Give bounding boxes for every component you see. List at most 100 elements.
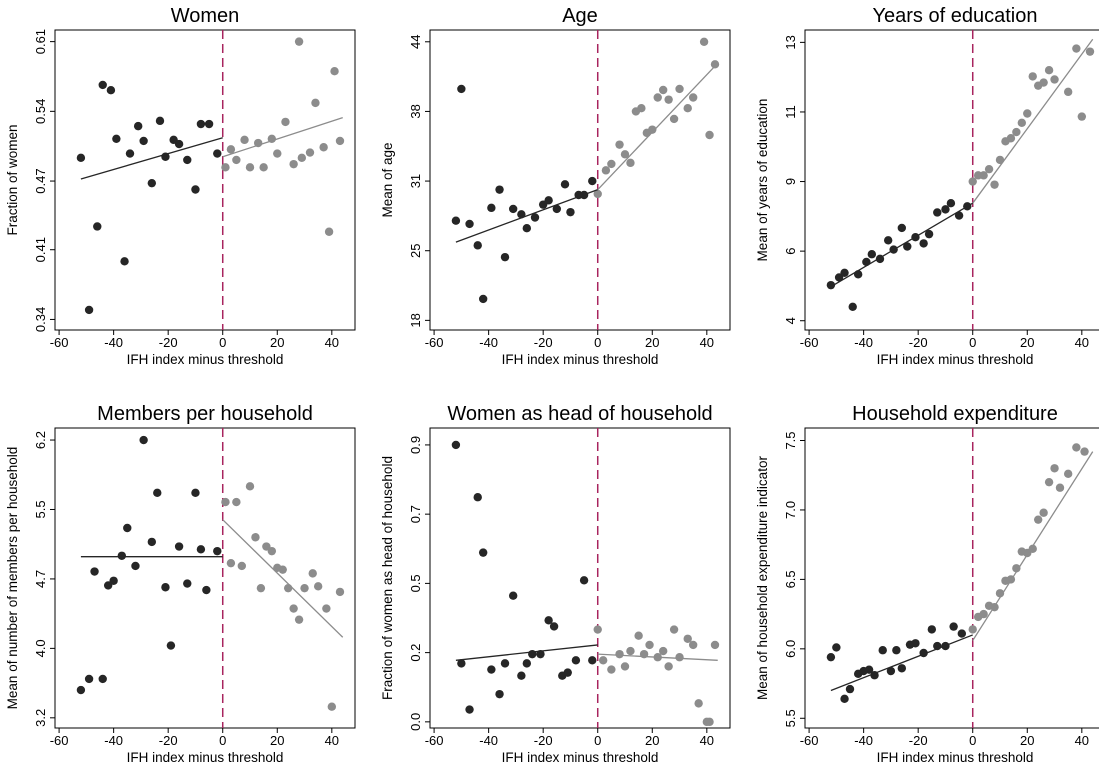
data-point <box>155 116 165 126</box>
x-tick-label: -40 <box>854 335 873 350</box>
data-point <box>927 625 937 634</box>
data-point <box>487 203 496 213</box>
data-point <box>1077 112 1087 121</box>
x-tick-label: 40 <box>700 733 714 748</box>
panel: Women IFH index minus threshold Fraction o… <box>5 5 356 367</box>
data-point <box>256 583 266 593</box>
data-point <box>166 641 176 650</box>
panel-title: Women <box>171 5 240 27</box>
x-tick-label: -60 <box>50 335 69 350</box>
x-tick-label: -40 <box>479 335 498 350</box>
data-point <box>1050 464 1059 473</box>
data-point <box>683 634 692 643</box>
x-tick-label: -20 <box>159 335 178 350</box>
data-point <box>313 582 323 591</box>
data-point <box>566 207 575 217</box>
data-point <box>174 542 184 551</box>
data-point <box>688 640 698 650</box>
y-tick-label: 6.2 <box>33 431 48 449</box>
y-tick-label: 4 <box>783 317 798 324</box>
data-point <box>897 664 907 673</box>
x-tick-label: -40 <box>104 733 123 748</box>
fit-line <box>222 117 343 158</box>
data-point <box>892 646 901 655</box>
data-point <box>251 533 260 542</box>
data-point <box>699 37 709 46</box>
data-point <box>968 625 977 634</box>
data-point <box>500 252 510 262</box>
fit-line <box>972 451 1094 641</box>
data-point <box>153 488 162 498</box>
data-point <box>495 689 504 699</box>
plot-frame <box>804 427 1099 729</box>
data-point <box>240 135 249 145</box>
data-point <box>658 646 668 656</box>
data-point <box>133 121 143 131</box>
data-point <box>1072 44 1081 53</box>
y-axis-label: Fraction of women <box>5 124 20 235</box>
data-point <box>294 615 304 624</box>
data-point <box>1063 87 1073 97</box>
data-point <box>536 649 545 659</box>
data-point <box>1055 483 1065 492</box>
data-point <box>826 652 836 662</box>
data-point <box>669 625 679 634</box>
x-tick-label: 20 <box>645 335 659 350</box>
x-tick-label: -60 <box>425 335 444 350</box>
data-point <box>478 294 488 304</box>
y-axis-label: Fraction of women as head of household <box>380 456 395 700</box>
data-point <box>552 204 562 214</box>
y-tick-label: 9 <box>783 178 798 185</box>
data-point <box>183 155 192 165</box>
data-point <box>183 579 192 588</box>
y-tick-label: 11 <box>783 105 798 119</box>
data-point <box>120 257 129 266</box>
data-point <box>1012 127 1021 137</box>
x-tick-label: -40 <box>479 733 498 748</box>
fit-line <box>455 189 598 243</box>
plot-frame <box>429 29 731 331</box>
x-tick-label: -20 <box>159 733 178 748</box>
data-point <box>1039 78 1048 87</box>
x-tick-label: 20 <box>1020 335 1034 350</box>
data-point <box>588 656 597 665</box>
data-point <box>634 631 643 640</box>
data-point <box>330 66 339 76</box>
data-point <box>886 666 896 676</box>
data-point <box>237 561 247 571</box>
data-point <box>544 196 553 205</box>
x-tick-label: -40 <box>104 335 123 350</box>
panel-title: Age <box>562 5 598 27</box>
data-point <box>903 242 912 251</box>
data-point <box>226 558 236 568</box>
data-point <box>826 280 836 290</box>
data-point <box>669 114 679 124</box>
data-point <box>84 305 94 315</box>
y-tick-label: 0.5 <box>408 574 423 592</box>
data-point <box>273 149 282 158</box>
data-point <box>848 302 857 312</box>
data-point <box>1072 443 1081 452</box>
data-point <box>563 668 572 677</box>
y-tick-label: 6 <box>783 248 798 255</box>
y-tick-label: 0.0 <box>408 713 423 731</box>
fit-line <box>830 202 974 288</box>
data-point <box>478 548 488 557</box>
data-point <box>1085 47 1095 56</box>
x-tick-label: 0 <box>219 733 226 748</box>
data-point <box>267 546 277 556</box>
plot-frame <box>804 29 1099 331</box>
x-tick-label: 20 <box>270 335 284 350</box>
data-point <box>457 659 466 668</box>
x-axis-label: IFH index minus threshold <box>127 352 284 367</box>
data-point <box>196 119 206 129</box>
data-point <box>174 139 184 149</box>
data-point <box>1080 447 1089 456</box>
data-point <box>924 229 934 239</box>
x-tick-label: 40 <box>700 335 714 350</box>
data-point <box>125 149 135 158</box>
y-tick-label: 0.9 <box>408 436 423 454</box>
data-point <box>139 435 148 445</box>
data-point <box>232 155 241 165</box>
